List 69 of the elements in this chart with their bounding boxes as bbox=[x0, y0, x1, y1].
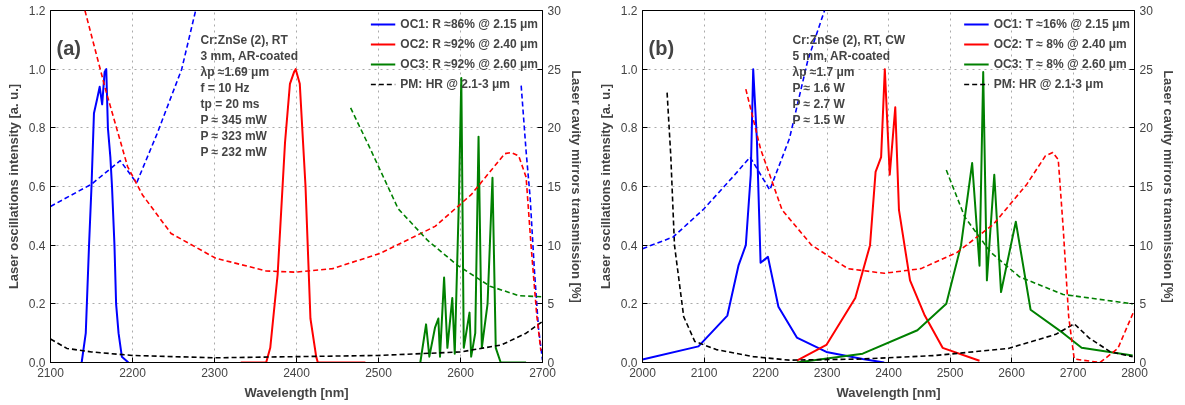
x-tick-label: 2600 bbox=[447, 365, 475, 380]
y2-tick-label: 15 bbox=[547, 180, 562, 194]
y-axis-title: Laser oscillations intensity [a. u.] bbox=[5, 83, 21, 290]
y-axis-title: Laser oscillations intensity [a. u.] bbox=[597, 83, 613, 290]
x-tick-label: 2400 bbox=[875, 365, 903, 380]
y-tick-label: 1.2 bbox=[28, 4, 46, 18]
y-tick-label: 0.4 bbox=[28, 238, 46, 253]
y2-axis-title: Laser cavity mirrors transmission [%] bbox=[568, 70, 584, 303]
annotation: 3 mm, AR-coated bbox=[200, 48, 299, 63]
annotation: Cr:ZnSe (2), RT, CW bbox=[792, 32, 906, 47]
y2-tick-label: 15 bbox=[1139, 180, 1154, 194]
x-tick-label: 2300 bbox=[813, 365, 841, 380]
y2-tick-label: 20 bbox=[1139, 121, 1154, 136]
y2-tick-label: 10 bbox=[1139, 238, 1154, 253]
y2-axis-title: Laser cavity mirrors transmission [%] bbox=[1160, 70, 1176, 303]
x-tick-label: 2700 bbox=[1059, 365, 1087, 380]
y-tick-label: 0.2 bbox=[620, 297, 638, 312]
y-tick-label: 0.6 bbox=[28, 180, 46, 194]
y-tick-label: 1.2 bbox=[620, 4, 638, 18]
y2-tick-label: 0 bbox=[1139, 356, 1147, 370]
annotation: P ≈ 2.7 W bbox=[792, 96, 846, 111]
y-tick-label: 0.0 bbox=[620, 356, 638, 370]
y2-tick-label: 30 bbox=[1139, 4, 1154, 18]
y2-tick-label: 5 bbox=[547, 297, 555, 312]
x-axis-title: Wavelength [nm] bbox=[836, 384, 941, 400]
annotation: P ≈ 232 mW bbox=[200, 144, 268, 159]
y-tick-label: 0.0 bbox=[28, 356, 46, 370]
x-axis-title: Wavelength [nm] bbox=[244, 384, 349, 400]
y-tick-label: 1.0 bbox=[620, 62, 638, 77]
legend-label: OC3: T ≈ 8% @ 2.60 μm bbox=[993, 57, 1127, 71]
legend-label: OC1: R ≈86% @ 2.15 μm bbox=[400, 17, 538, 31]
y2-tick-label: 30 bbox=[547, 4, 562, 18]
y-tick-label: 0.4 bbox=[620, 238, 638, 253]
x-tick-label: 2200 bbox=[119, 365, 147, 380]
annotation: 5 mm, AR-coated bbox=[792, 48, 891, 63]
y2-tick-label: 20 bbox=[547, 121, 562, 136]
x-tick-label: 2200 bbox=[752, 365, 780, 380]
y-tick-label: 0.8 bbox=[620, 121, 638, 136]
y2-tick-label: 25 bbox=[1139, 62, 1154, 77]
y2-tick-label: 10 bbox=[547, 238, 562, 253]
x-tick-label: 2500 bbox=[936, 365, 964, 380]
x-tick-label: 2400 bbox=[283, 365, 311, 380]
y2-tick-label: 25 bbox=[547, 62, 562, 77]
legend-label: OC3: R ≈92% @ 2.60 μm bbox=[400, 57, 538, 71]
y-tick-label: 0.6 bbox=[620, 180, 638, 194]
annotation: tp = 20 ms bbox=[200, 96, 260, 111]
legend-label: PM: HR @ 2.1-3 μm bbox=[993, 77, 1104, 91]
x-tick-label: 2600 bbox=[998, 365, 1026, 380]
annotation: (a) bbox=[56, 36, 81, 59]
y2-tick-label: 5 bbox=[1139, 297, 1147, 312]
legend-label: OC2: R ≈92% @ 2.40 μm bbox=[400, 37, 538, 51]
annotation: (b) bbox=[648, 36, 675, 59]
x-tick-label: 2500 bbox=[365, 365, 393, 380]
y-tick-label: 0.8 bbox=[28, 121, 46, 136]
legend-label: OC2: T ≈ 8% @ 2.40 μm bbox=[993, 37, 1127, 51]
legend-label: OC1: T ≈16% @ 2.15 μm bbox=[993, 17, 1130, 31]
x-tick-label: 2300 bbox=[201, 365, 229, 380]
annotation: Cr:ZnSe (2), RT bbox=[200, 32, 289, 47]
annotation: λp ≈1.7 μm bbox=[792, 64, 855, 79]
annotation: P ≈ 345 mW bbox=[200, 112, 268, 127]
annotation: f = 10 Hz bbox=[200, 80, 250, 95]
annotation: λp ≈1.69 μm bbox=[200, 64, 270, 79]
annotation: P ≈ 1.6 W bbox=[792, 80, 846, 95]
y-tick-label: 1.0 bbox=[28, 62, 46, 77]
annotation: P ≈ 1.5 W bbox=[792, 112, 846, 127]
x-tick-label: 2100 bbox=[690, 365, 718, 380]
annotation: P ≈ 323 mW bbox=[200, 128, 268, 143]
y-tick-label: 0.2 bbox=[28, 297, 46, 312]
y2-tick-label: 0 bbox=[547, 356, 555, 370]
